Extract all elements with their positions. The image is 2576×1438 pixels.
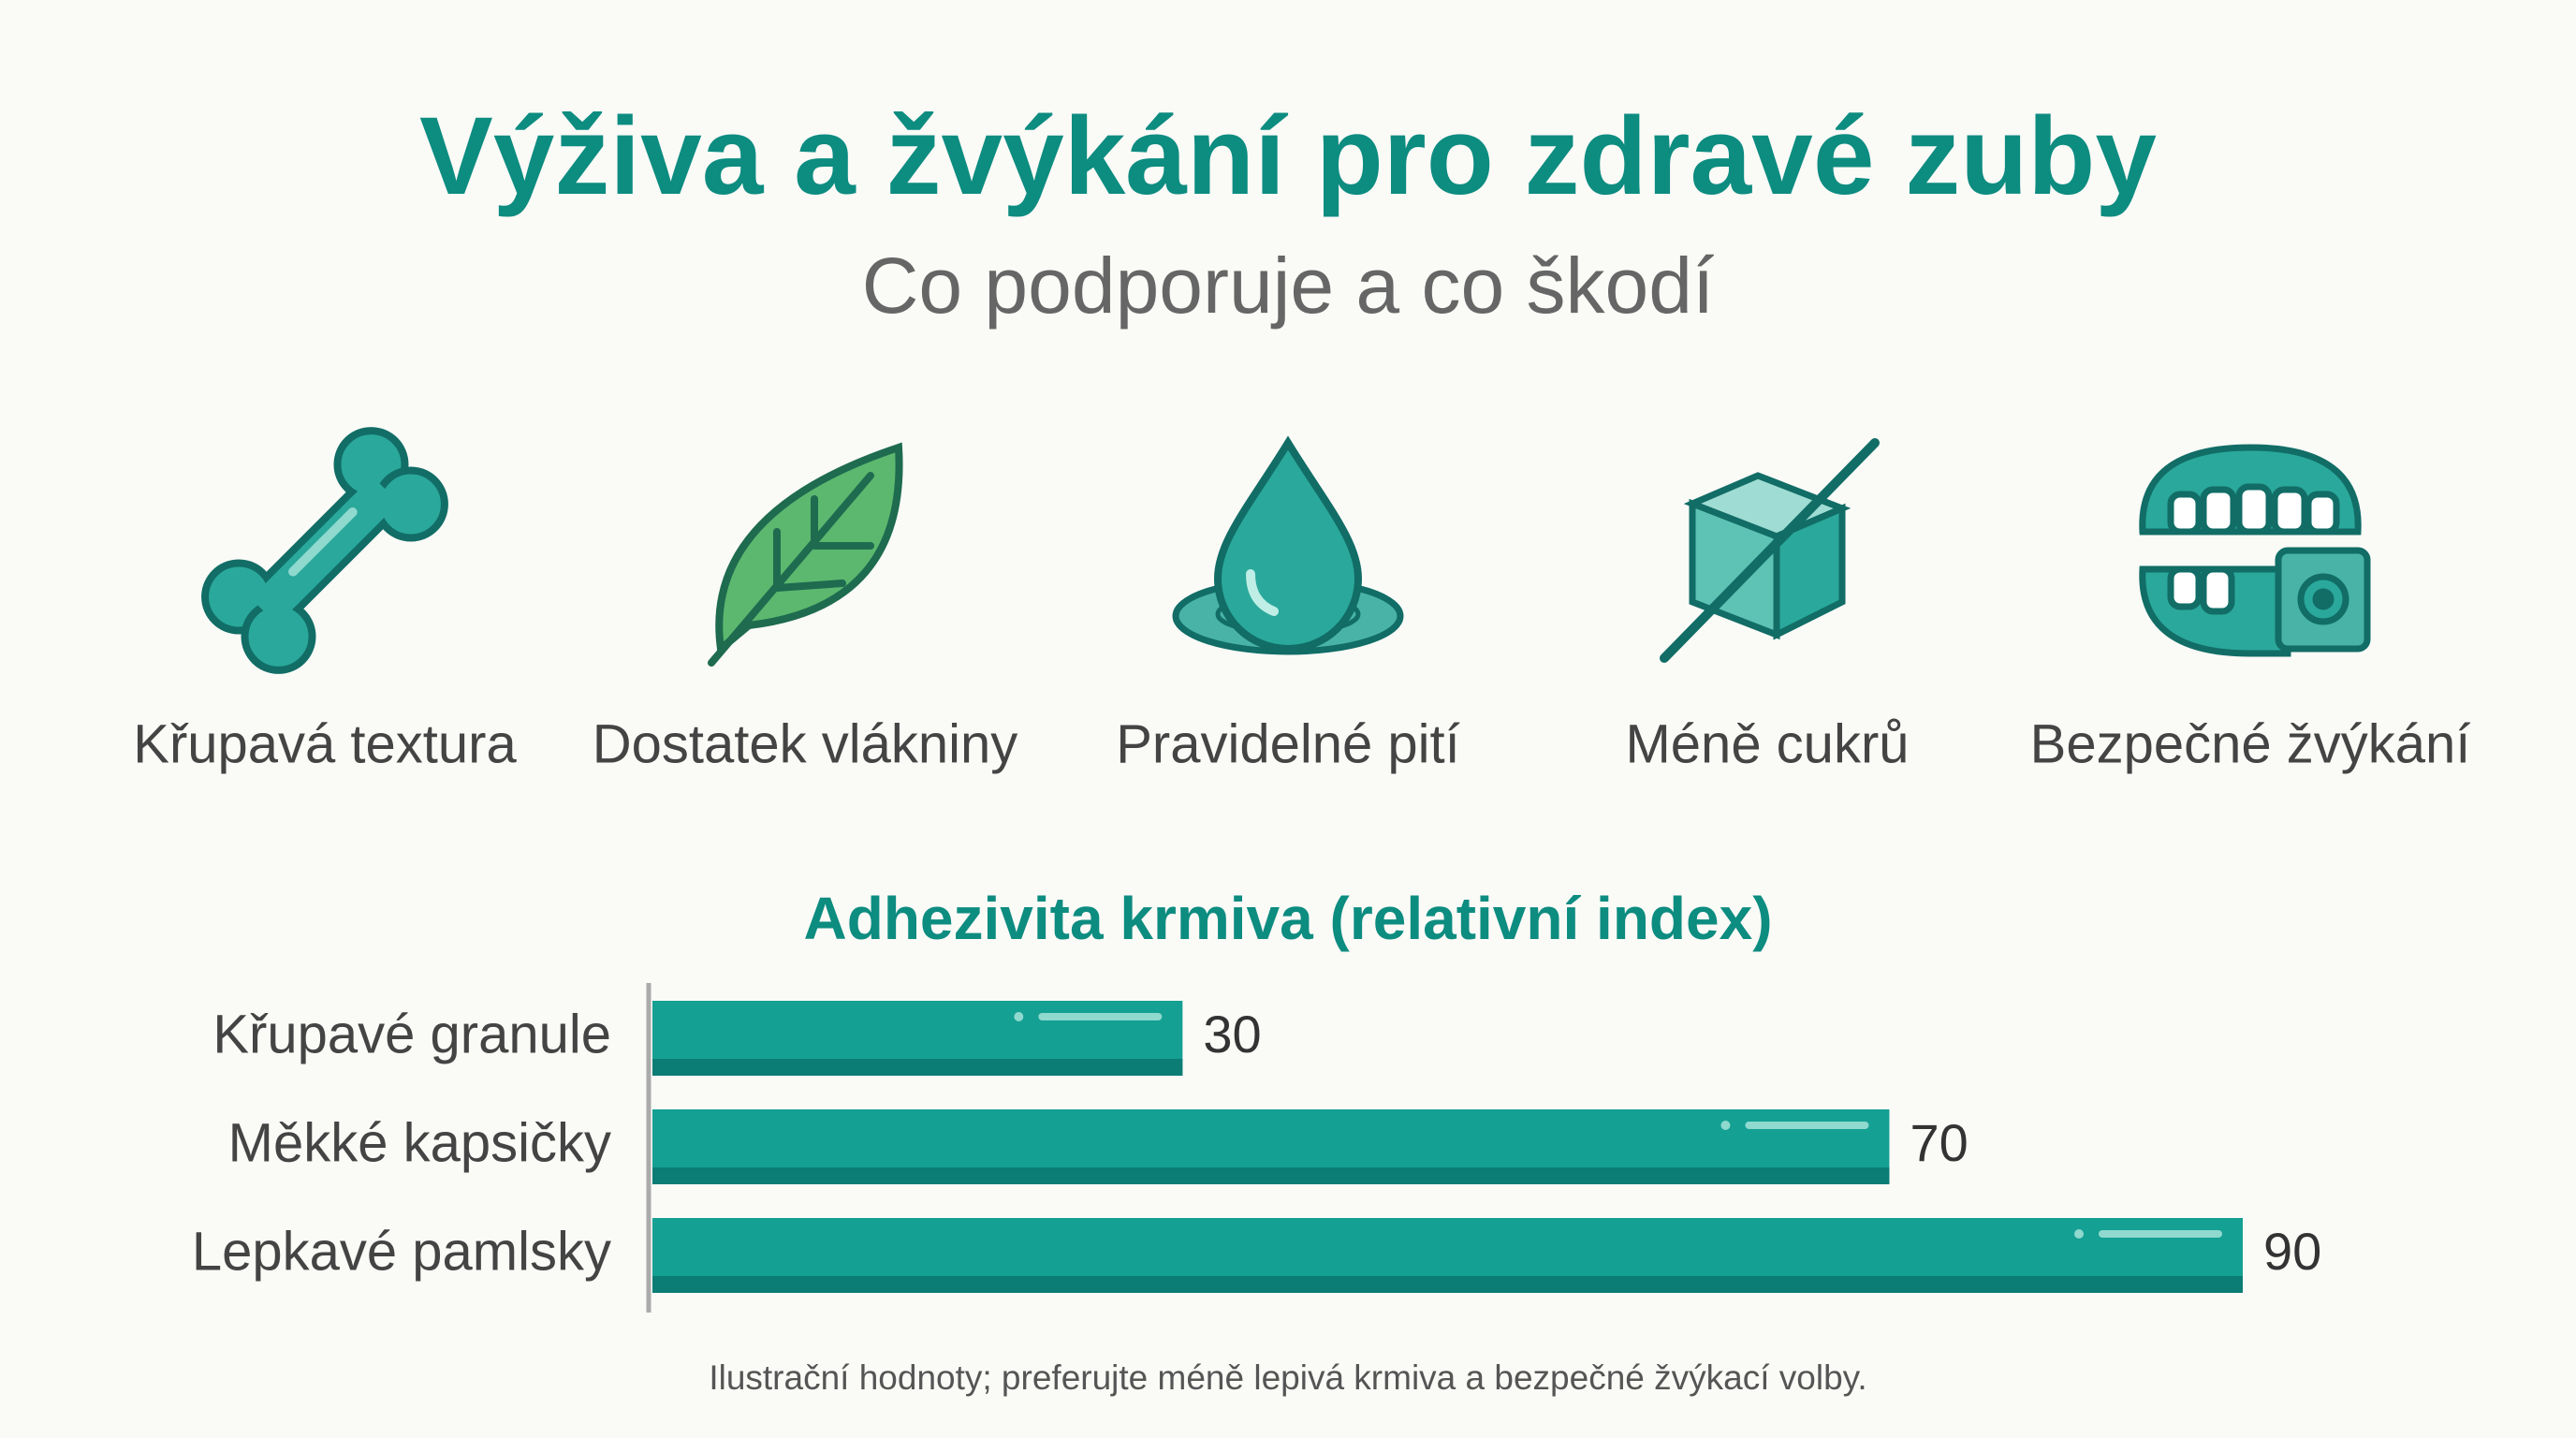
bone-icon [201, 427, 448, 674]
bar-highlight-dot [2074, 1229, 2084, 1239]
icon-label: Křupavá textura [133, 713, 517, 774]
icon-label: Dostatek vlákniny [593, 713, 1018, 774]
icon-label: Bezpečné žvýkání [2030, 713, 2471, 774]
title: Výživa a žvýkání pro zdravé zuby [419, 95, 2157, 218]
value-label: 70 [1910, 1113, 1968, 1172]
chart-title: Adhezivita krmiva (relativní index) [804, 885, 1773, 952]
leaf-icon [708, 442, 903, 667]
drop-icon [1172, 435, 1404, 655]
bar-highlight-dot [1720, 1121, 1731, 1130]
category-label: Měkké kapsičky [228, 1112, 611, 1173]
icon-label: Méně cukrů [1625, 713, 1909, 774]
bar-highlight-dot [1014, 1012, 1024, 1021]
teeth-icon [2139, 444, 2371, 657]
no-sugar-icon [1660, 438, 1880, 663]
bar-shade [652, 1276, 2243, 1293]
bar-shade [652, 1167, 1890, 1184]
subtitle: Co podporuje a co škodí [862, 242, 1715, 330]
icon-label: Pravidelné pití [1116, 713, 1460, 774]
footnote: Ilustrační hodnoty; preferujte méně lepi… [709, 1358, 1866, 1397]
value-label: 30 [1203, 1005, 1261, 1064]
bar-shade [652, 1059, 1183, 1076]
category-label: Lepkavé pamlsky [192, 1221, 611, 1282]
category-label: Křupavé granule [212, 1004, 611, 1064]
value-label: 90 [2263, 1222, 2321, 1281]
